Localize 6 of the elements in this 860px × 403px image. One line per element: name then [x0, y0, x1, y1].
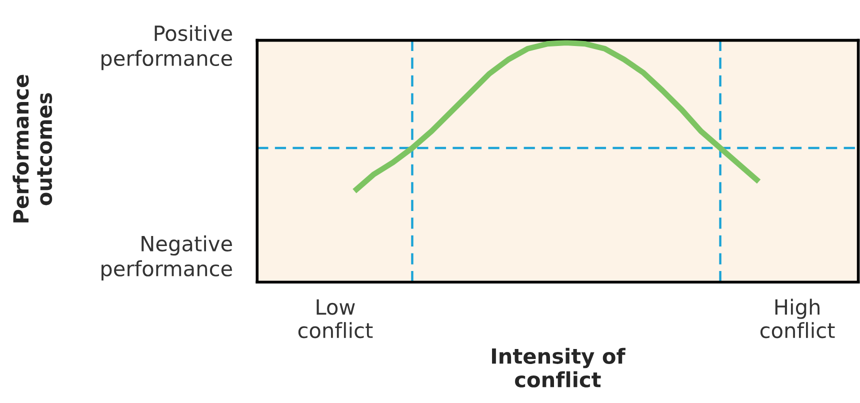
text: Performance outcomes: [12, 74, 52, 222]
text: Positive performance: [102, 25, 232, 70]
x-tick-label: High conflict: [760, 298, 835, 338]
x-axis-title: Intensity of conflict: [492, 348, 626, 388]
text: Negative performance: [102, 235, 232, 280]
x-tick-label: Low conflict: [298, 299, 373, 338]
